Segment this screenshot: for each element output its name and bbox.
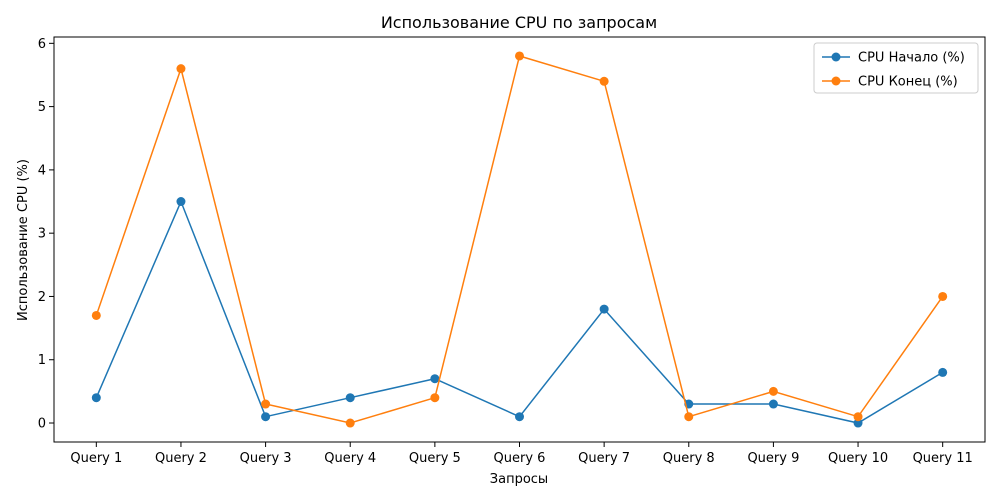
y-tick-label: 6 xyxy=(38,37,46,52)
data-point xyxy=(938,367,948,377)
data-point xyxy=(430,393,440,403)
legend-label: CPU Начало (%) xyxy=(858,51,965,66)
data-point xyxy=(684,412,694,422)
x-tick-label: Query 5 xyxy=(409,451,461,466)
data-point xyxy=(768,399,778,409)
data-point xyxy=(515,412,524,422)
x-tick-label: Query 4 xyxy=(324,451,376,466)
data-point xyxy=(261,412,271,422)
data-point xyxy=(599,304,609,314)
data-point xyxy=(515,51,524,61)
x-tick-label: Query 8 xyxy=(663,451,715,466)
plot-frame xyxy=(53,36,986,443)
data-point xyxy=(345,393,355,403)
series-1 xyxy=(91,197,948,428)
chart-title: Использование CPU по запросам xyxy=(381,13,657,32)
data-point xyxy=(430,374,440,384)
y-tick-label: 1 xyxy=(38,353,46,368)
series-2 xyxy=(91,51,948,428)
data-point xyxy=(91,393,101,403)
plot-area xyxy=(54,37,985,442)
y-tick-label: 3 xyxy=(38,227,46,242)
y-tick-label: 5 xyxy=(38,100,46,115)
series-layer xyxy=(91,51,948,428)
legend-marker xyxy=(831,52,841,62)
y-tick-label: 2 xyxy=(38,290,46,305)
legend-box xyxy=(813,42,979,94)
legend-label: CPU Конец (%) xyxy=(858,75,958,90)
legend: CPU Начало (%) CPU Конец (%) xyxy=(813,42,979,94)
x-tick-label: Query 9 xyxy=(747,451,799,466)
data-point xyxy=(853,418,863,428)
x-tick-label: Query 10 xyxy=(828,451,888,466)
legend-marker xyxy=(831,76,841,86)
x-tick-label: Query 1 xyxy=(70,451,122,466)
data-point xyxy=(91,310,101,320)
y-tick-label: 0 xyxy=(38,417,46,432)
data-point xyxy=(261,399,271,409)
x-tick-label: Query 7 xyxy=(578,451,630,466)
x-axis: Query 1 Query 2 Query 3 Query 4 Query 5 Query… xyxy=(70,442,973,466)
x-axis-title: Запросы xyxy=(490,472,548,487)
y-tick-label: 4 xyxy=(38,163,46,178)
x-tick-label: Query 2 xyxy=(155,451,207,466)
data-point xyxy=(176,197,186,207)
data-point xyxy=(853,412,863,422)
x-tick-label: Query 3 xyxy=(240,451,292,466)
y-axis: 0 1 2 3 4 5 6 xyxy=(38,37,54,432)
data-point xyxy=(176,64,186,74)
y-axis-title: Использование CPU (%) xyxy=(16,159,31,321)
data-point xyxy=(768,386,778,396)
x-tick-label: Query 11 xyxy=(913,451,973,466)
x-tick-label: Query 6 xyxy=(494,451,546,466)
data-point xyxy=(345,418,355,428)
data-point xyxy=(599,76,609,86)
data-point xyxy=(938,291,948,301)
